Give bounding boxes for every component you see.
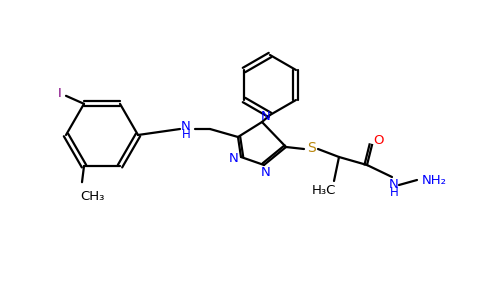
Text: N: N — [181, 119, 191, 133]
Text: N: N — [261, 167, 271, 179]
Text: O: O — [373, 134, 383, 146]
Text: N: N — [261, 110, 271, 124]
Text: S: S — [307, 141, 316, 155]
Text: N: N — [389, 178, 399, 190]
Text: NH₂: NH₂ — [422, 173, 447, 187]
Text: H₃C: H₃C — [312, 184, 336, 197]
Text: I: I — [58, 87, 62, 100]
Text: N: N — [229, 152, 239, 166]
Text: CH₃: CH₃ — [80, 190, 104, 203]
Text: H: H — [182, 128, 190, 142]
Text: H: H — [390, 187, 398, 200]
